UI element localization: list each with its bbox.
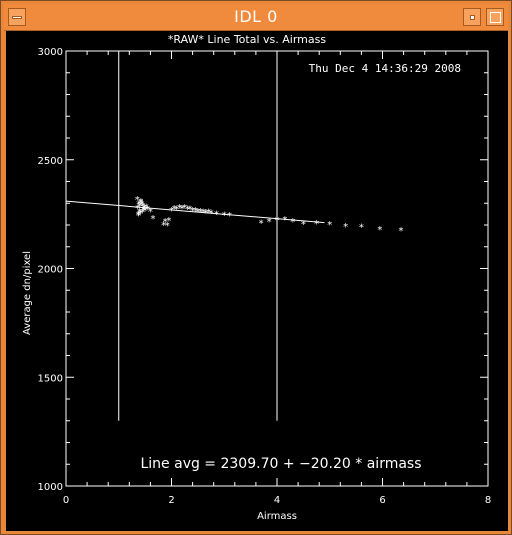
data-point: * — [136, 211, 141, 222]
data-point: * — [163, 217, 168, 228]
data-point: * — [267, 217, 272, 228]
data-point: * — [209, 208, 214, 219]
window-menu-icon[interactable] — [8, 8, 26, 26]
data-point: * — [290, 217, 295, 228]
data-point: * — [259, 218, 264, 229]
window-title: IDL 0 — [234, 7, 278, 26]
data-point: * — [161, 221, 166, 232]
data-point: * — [141, 205, 146, 216]
data-point: * — [135, 195, 140, 206]
data-point: * — [214, 210, 219, 221]
data-point: * — [187, 205, 192, 216]
chart-title: *RAW* Line Total vs. Airmass — [168, 33, 326, 46]
data-point: * — [137, 201, 142, 212]
data-point: * — [185, 204, 190, 215]
data-point: * — [195, 207, 200, 218]
data-point: * — [275, 215, 280, 226]
data-point: * — [141, 201, 146, 212]
data-point: * — [182, 203, 187, 214]
maximize-icon[interactable] — [486, 8, 504, 26]
data-point: * — [301, 219, 306, 230]
data-point: * — [136, 199, 141, 210]
x-tick-label: 2 — [168, 495, 174, 506]
fit-line — [65, 200, 325, 224]
data-point: * — [138, 198, 143, 209]
data-point: * — [145, 205, 150, 216]
y-tick-label: 1000 — [38, 482, 63, 493]
title-bar[interactable]: IDL 0 — [4, 4, 508, 31]
data-point: * — [377, 225, 382, 236]
x-axis-label: Airmass — [257, 511, 297, 522]
data-point: * — [172, 204, 177, 215]
data-point: * — [166, 216, 171, 227]
data-point: * — [180, 204, 185, 215]
data-point: * — [359, 223, 364, 234]
y-axis-label: Average dn/pixel — [22, 251, 33, 335]
y-tick-label: 2500 — [38, 156, 63, 167]
data-point: * — [148, 207, 153, 218]
data-point: * — [282, 215, 287, 226]
data-point: * — [140, 208, 145, 219]
data-point: * — [190, 206, 195, 217]
data-point: * — [198, 207, 203, 218]
data-point: * — [138, 197, 143, 208]
x-tick-label: 4 — [274, 495, 280, 506]
data-point: * — [327, 220, 332, 231]
data-point: * — [193, 206, 198, 217]
data-point: * — [165, 221, 170, 232]
data-point: * — [222, 211, 227, 222]
data-point: * — [169, 206, 174, 217]
data-point: * — [144, 203, 149, 214]
data-point: * — [143, 206, 148, 217]
data-point: * — [137, 207, 142, 218]
data-point: * — [139, 199, 144, 210]
data-point: * — [201, 208, 206, 219]
data-point: * — [227, 211, 232, 222]
timestamp: Thu Dec 4 14:36:29 2008 — [309, 62, 461, 75]
data-point: * — [136, 210, 141, 221]
data-point: * — [177, 203, 182, 214]
x-tick-label: 8 — [485, 495, 491, 506]
data-point: * — [203, 208, 208, 219]
data-point: * — [398, 226, 403, 237]
y-tick-label: 3000 — [38, 47, 63, 58]
y-tick-label: 1500 — [38, 373, 63, 384]
data-point: * — [151, 214, 156, 225]
x-tick-label: 6 — [379, 495, 385, 506]
fit-equation: Line avg = 2309.70 + −20.20 * airmass — [140, 456, 421, 472]
data-point: * — [206, 208, 211, 219]
data-point: * — [138, 209, 143, 220]
data-point: * — [174, 204, 179, 215]
data-point: * — [343, 222, 348, 233]
data-point: * — [142, 204, 147, 215]
plot-canvas: 0 2 4 6 8 1000 1500 2000 2500 3000 * * * * * * * * * * * * * *… — [6, 31, 508, 531]
y-tick-label: 2000 — [38, 265, 63, 276]
data-point: * — [135, 204, 140, 215]
data-point: * — [314, 219, 319, 230]
x-tick-label: 0 — [63, 495, 69, 506]
minimize-icon[interactable] — [463, 8, 481, 26]
